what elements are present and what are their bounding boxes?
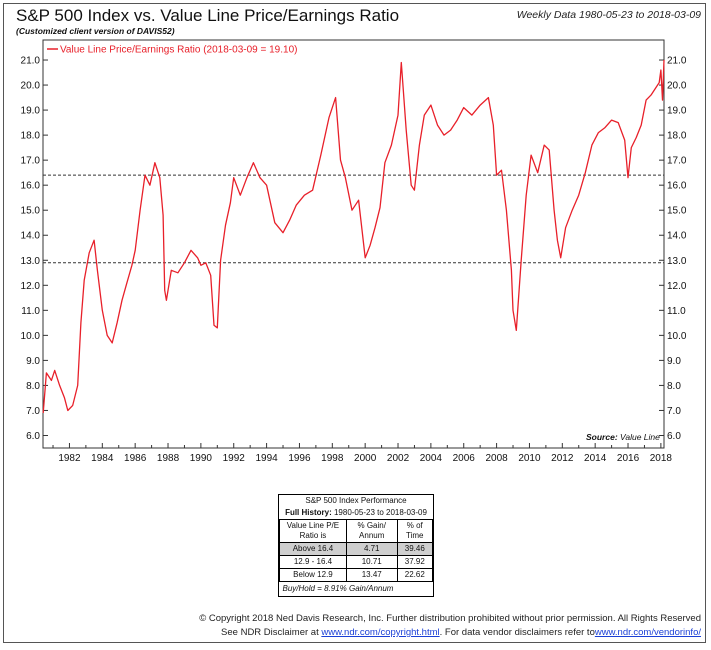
x-tick-label: 2016 — [617, 453, 640, 464]
y-tick-label-right: 21.0 — [667, 56, 687, 67]
series-line-value-line-pe — [42, 59, 665, 414]
x-tick-label: 1982 — [58, 453, 81, 464]
y-tick-label-right: 16.0 — [667, 181, 687, 192]
y-tick-label-left: 13.0 — [21, 256, 41, 267]
source-label: Source: — [586, 432, 618, 442]
x-tick-label: 1998 — [321, 453, 344, 464]
row-range: 12.9 - 16.4 — [279, 555, 347, 569]
x-tick-label: 1990 — [190, 453, 213, 464]
performance-table-history: Full History: 1980-05-23 to 2018-03-09 — [280, 507, 433, 520]
y-tick-label-right: 11.0 — [667, 306, 686, 317]
source-value: Value Line — [620, 432, 660, 442]
x-tick-label: 1986 — [124, 453, 147, 464]
performance-table-title: S&P 500 Index Performance — [305, 496, 407, 505]
x-tick-label: 2008 — [485, 453, 508, 464]
y-tick-label-right: 7.0 — [667, 406, 681, 417]
plot-area — [42, 39, 665, 449]
y-tick-label-left: 18.0 — [21, 131, 41, 142]
x-tick-label: 2018 — [650, 453, 673, 464]
y-tick-label-left: 8.0 — [26, 381, 40, 392]
vendor-disclaimer-text: . For data vendor disclaimers refer to — [439, 627, 595, 638]
y-tick-label-left: 10.0 — [21, 331, 41, 342]
buyhold-note: Buy/Hold = 8.91% Gain/Annum — [282, 584, 394, 593]
performance-table: S&P 500 Index Performance Full History: … — [278, 494, 434, 597]
vendor-info-link[interactable]: www.ndr.com/vendorinfo/ — [594, 627, 701, 638]
x-tick-label: 2010 — [518, 453, 541, 464]
x-tick-label: 2002 — [387, 453, 410, 464]
y-tick-label-left: 20.0 — [21, 81, 41, 92]
y-tick-label-left: 14.0 — [21, 231, 41, 242]
history-label: Full History: — [285, 508, 332, 517]
chart-title: S&P 500 Index vs. Value Line Price/Earni… — [16, 6, 400, 25]
y-tick-label-right: 18.0 — [667, 131, 687, 142]
y-tick-label-right: 15.0 — [667, 206, 687, 217]
y-tick-label-left: 19.0 — [21, 106, 41, 117]
row-time: 22.62 — [396, 568, 434, 582]
chart-frame — [3, 3, 706, 643]
y-tick-label-right: 14.0 — [667, 231, 687, 242]
x-tick-label: 2004 — [420, 453, 443, 464]
y-tick-label-left: 17.0 — [21, 156, 41, 167]
y-tick-label-right: 6.0 — [667, 431, 681, 442]
x-tick-label: 1996 — [288, 453, 311, 464]
x-tick-label: 2006 — [453, 453, 476, 464]
y-tick-label-right: 10.0 — [667, 331, 687, 342]
y-tick-label-right: 13.0 — [667, 256, 687, 267]
y-tick-label-left: 21.0 — [21, 56, 41, 67]
y-tick-label-right: 17.0 — [667, 156, 687, 167]
y-tick-label-right: 20.0 — [667, 81, 687, 92]
y-tick-label-left: 7.0 — [26, 406, 40, 417]
chart-subtitle: (Customized client version of DAVIS52) — [16, 26, 175, 36]
x-tick-label: 2012 — [551, 453, 574, 464]
x-tick-label: 1994 — [255, 453, 278, 464]
y-tick-label-right: 8.0 — [667, 381, 681, 392]
row-gain: 13.47 — [345, 568, 398, 582]
col-header-gain: % Gain/ Annum — [345, 519, 398, 543]
row-range: Above 16.4 — [279, 542, 347, 556]
disclaimer-text: See NDR Disclaimer at — [221, 627, 322, 638]
row-time: 37.92 — [396, 555, 434, 569]
x-tick-label: 2014 — [584, 453, 607, 464]
y-tick-label-left: 15.0 — [21, 206, 41, 217]
col-header-time: % of Time — [396, 519, 434, 543]
table-row: Above 16.4 4.71 39.46 — [279, 542, 434, 556]
y-tick-label-left: 11.0 — [21, 306, 40, 317]
x-tick-label: 1992 — [223, 453, 246, 464]
y-tick-label-left: 16.0 — [21, 181, 41, 192]
x-tick-label: 1988 — [157, 453, 180, 464]
row-time: 39.46 — [396, 542, 434, 556]
history-range: 1980-05-23 to 2018-03-09 — [333, 508, 427, 517]
copyright-link[interactable]: www.ndr.com/copyright.html — [321, 627, 440, 638]
legend: Value Line Price/Earnings Ratio (2018-03… — [47, 45, 297, 56]
row-range: Below 12.9 — [279, 568, 347, 582]
y-tick-label-left: 6.0 — [26, 431, 40, 442]
y-tick-label-left: 9.0 — [26, 356, 40, 367]
legend-label: Value Line Price/Earnings Ratio (2018-03… — [60, 45, 297, 56]
y-tick-label-left: 12.0 — [21, 281, 41, 292]
col-header-ratio: Value Line P/E Ratio is — [279, 519, 347, 543]
x-tick-label: 2000 — [354, 453, 377, 464]
date-range: Weekly Data 1980-05-23 to 2018-03-09 — [516, 9, 701, 21]
y-tick-label-right: 19.0 — [667, 106, 687, 117]
y-tick-label-right: 12.0 — [667, 281, 687, 292]
y-tick-label-right: 9.0 — [667, 356, 681, 367]
row-gain: 4.71 — [345, 542, 398, 556]
table-row: Below 12.9 13.47 22.62 — [279, 568, 434, 582]
copyright-notice: © Copyright 2018 Ned Davis Research, Inc… — [199, 613, 701, 624]
disclaimer-line: See NDR Disclaimer at www.ndr.com/copyri… — [221, 627, 701, 638]
table-row: 12.9 - 16.4 10.71 37.92 — [279, 555, 434, 569]
x-tick-label: 1984 — [91, 453, 114, 464]
row-gain: 10.71 — [345, 555, 398, 569]
